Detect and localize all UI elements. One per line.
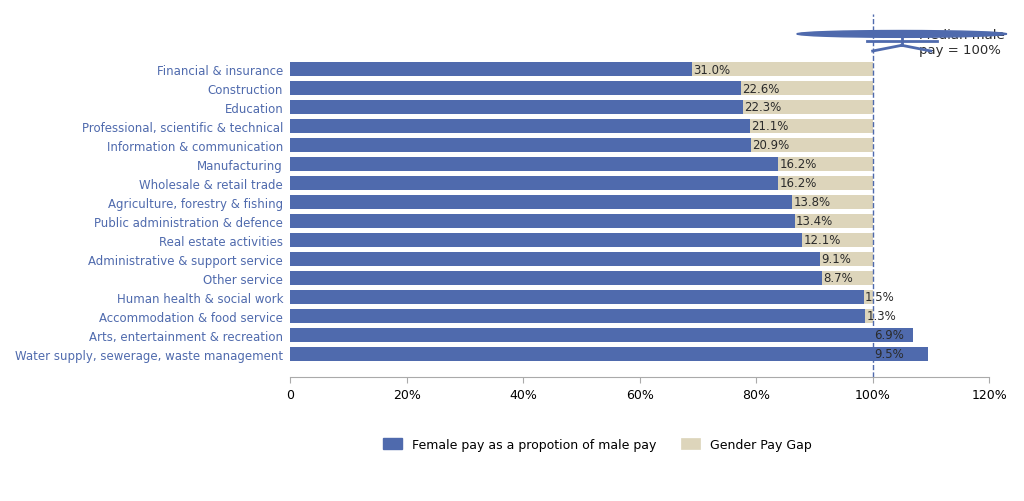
Bar [750,120,872,134]
Bar [778,158,872,171]
Text: 9.5%: 9.5% [873,348,903,361]
Bar [865,309,872,323]
Text: 8.7%: 8.7% [823,272,853,285]
Bar [742,101,872,115]
Text: 1.5%: 1.5% [865,291,895,304]
Bar [290,82,741,96]
Bar [290,101,742,115]
Bar [822,272,872,285]
Text: 1.3%: 1.3% [866,310,896,323]
Text: 13.8%: 13.8% [794,196,830,209]
Bar [290,253,819,266]
Text: 31.0%: 31.0% [693,64,730,76]
Bar [795,214,872,228]
Text: 6.9%: 6.9% [873,329,904,342]
Bar [692,63,872,77]
Bar [793,196,872,209]
Bar [290,120,750,134]
Text: 20.9%: 20.9% [752,139,790,152]
Bar [290,158,778,171]
Text: 9.1%: 9.1% [821,253,851,266]
Bar [290,309,865,323]
Bar [290,63,692,77]
Bar [741,82,872,96]
Text: 21.1%: 21.1% [751,120,788,133]
Bar [864,291,872,304]
Bar [778,177,872,190]
Bar [290,196,793,209]
Bar [290,214,795,228]
Text: 13.4%: 13.4% [796,215,833,228]
Text: 22.3%: 22.3% [743,101,781,114]
Circle shape [797,32,1007,38]
Bar [290,139,751,152]
Text: Median male
pay = 100%: Median male pay = 100% [920,30,1005,57]
Bar [290,233,802,247]
Text: 22.6%: 22.6% [742,82,779,95]
Bar [290,328,912,342]
Text: 16.2%: 16.2% [779,158,817,171]
Bar [290,291,864,304]
Bar [802,233,872,247]
Bar [751,139,872,152]
Bar [819,253,872,266]
Bar [290,347,928,361]
Legend: Female pay as a propotion of male pay, Gender Pay Gap: Female pay as a propotion of male pay, G… [383,438,812,451]
Text: 12.1%: 12.1% [803,234,841,247]
Bar [290,177,778,190]
Text: 16.2%: 16.2% [779,177,817,190]
Bar [290,272,822,285]
